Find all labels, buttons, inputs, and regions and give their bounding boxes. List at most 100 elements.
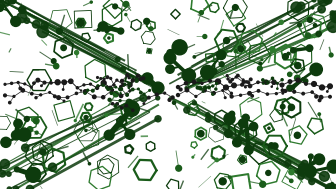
Circle shape bbox=[276, 93, 277, 95]
Circle shape bbox=[106, 86, 108, 88]
Circle shape bbox=[330, 11, 336, 23]
Circle shape bbox=[119, 88, 122, 91]
Circle shape bbox=[0, 170, 6, 177]
Circle shape bbox=[288, 72, 292, 76]
Circle shape bbox=[122, 83, 125, 86]
Circle shape bbox=[293, 90, 296, 93]
Circle shape bbox=[19, 7, 25, 12]
Circle shape bbox=[19, 87, 22, 90]
Circle shape bbox=[9, 101, 11, 104]
Circle shape bbox=[43, 81, 46, 84]
Circle shape bbox=[49, 91, 50, 93]
Circle shape bbox=[119, 100, 121, 102]
Circle shape bbox=[215, 79, 220, 84]
Circle shape bbox=[245, 81, 247, 83]
Circle shape bbox=[143, 103, 145, 104]
Circle shape bbox=[209, 80, 211, 82]
Circle shape bbox=[320, 171, 329, 181]
Circle shape bbox=[33, 169, 40, 176]
Circle shape bbox=[111, 103, 114, 105]
Circle shape bbox=[171, 96, 174, 99]
Circle shape bbox=[116, 57, 120, 62]
Circle shape bbox=[314, 154, 325, 165]
Circle shape bbox=[230, 92, 233, 94]
Circle shape bbox=[290, 179, 293, 183]
Circle shape bbox=[298, 173, 304, 179]
Circle shape bbox=[281, 79, 283, 81]
Circle shape bbox=[143, 93, 145, 95]
Circle shape bbox=[137, 74, 139, 77]
Circle shape bbox=[105, 29, 109, 33]
Circle shape bbox=[76, 87, 78, 89]
Circle shape bbox=[182, 69, 196, 82]
Circle shape bbox=[108, 37, 110, 39]
Circle shape bbox=[24, 83, 26, 85]
Circle shape bbox=[131, 79, 134, 82]
Circle shape bbox=[303, 79, 308, 83]
Circle shape bbox=[81, 90, 82, 91]
Circle shape bbox=[329, 53, 333, 57]
Circle shape bbox=[233, 138, 242, 147]
Circle shape bbox=[140, 91, 142, 94]
Circle shape bbox=[198, 86, 202, 90]
Circle shape bbox=[119, 94, 123, 98]
Circle shape bbox=[140, 94, 147, 101]
Circle shape bbox=[309, 179, 315, 185]
Circle shape bbox=[281, 89, 284, 91]
Circle shape bbox=[201, 88, 202, 90]
Circle shape bbox=[156, 96, 160, 100]
Circle shape bbox=[229, 80, 232, 83]
Circle shape bbox=[262, 79, 264, 81]
Circle shape bbox=[195, 95, 197, 97]
Circle shape bbox=[26, 167, 41, 182]
Circle shape bbox=[126, 94, 128, 96]
Circle shape bbox=[296, 6, 301, 11]
Circle shape bbox=[260, 181, 266, 187]
Circle shape bbox=[201, 82, 203, 84]
Circle shape bbox=[36, 78, 40, 82]
Circle shape bbox=[301, 160, 308, 167]
Circle shape bbox=[327, 185, 334, 189]
Circle shape bbox=[332, 13, 336, 21]
Circle shape bbox=[96, 86, 98, 89]
Circle shape bbox=[129, 100, 132, 102]
Circle shape bbox=[40, 94, 42, 96]
Circle shape bbox=[283, 54, 288, 60]
Circle shape bbox=[48, 163, 56, 171]
Circle shape bbox=[277, 83, 278, 84]
Circle shape bbox=[121, 107, 123, 109]
Circle shape bbox=[242, 114, 249, 121]
Circle shape bbox=[249, 122, 258, 131]
Circle shape bbox=[26, 185, 34, 189]
Circle shape bbox=[223, 155, 225, 157]
Circle shape bbox=[235, 76, 237, 78]
Circle shape bbox=[41, 22, 48, 29]
Circle shape bbox=[88, 163, 90, 165]
Circle shape bbox=[193, 101, 196, 105]
Circle shape bbox=[288, 104, 295, 111]
Circle shape bbox=[41, 85, 42, 87]
Circle shape bbox=[35, 131, 38, 134]
Circle shape bbox=[224, 130, 233, 137]
Circle shape bbox=[53, 64, 59, 69]
Circle shape bbox=[225, 132, 228, 135]
Circle shape bbox=[0, 0, 3, 3]
Circle shape bbox=[17, 128, 31, 141]
Circle shape bbox=[100, 78, 101, 79]
Circle shape bbox=[101, 83, 104, 86]
Circle shape bbox=[113, 91, 119, 97]
Circle shape bbox=[184, 107, 190, 113]
Circle shape bbox=[102, 96, 105, 99]
Circle shape bbox=[83, 84, 85, 86]
Circle shape bbox=[311, 82, 317, 86]
Circle shape bbox=[242, 79, 244, 81]
Circle shape bbox=[152, 82, 164, 94]
Circle shape bbox=[327, 160, 336, 173]
Circle shape bbox=[1, 137, 11, 147]
Circle shape bbox=[282, 92, 284, 94]
Circle shape bbox=[311, 91, 313, 93]
Circle shape bbox=[303, 164, 309, 169]
Circle shape bbox=[4, 0, 9, 6]
Circle shape bbox=[318, 5, 325, 13]
Circle shape bbox=[312, 0, 316, 2]
